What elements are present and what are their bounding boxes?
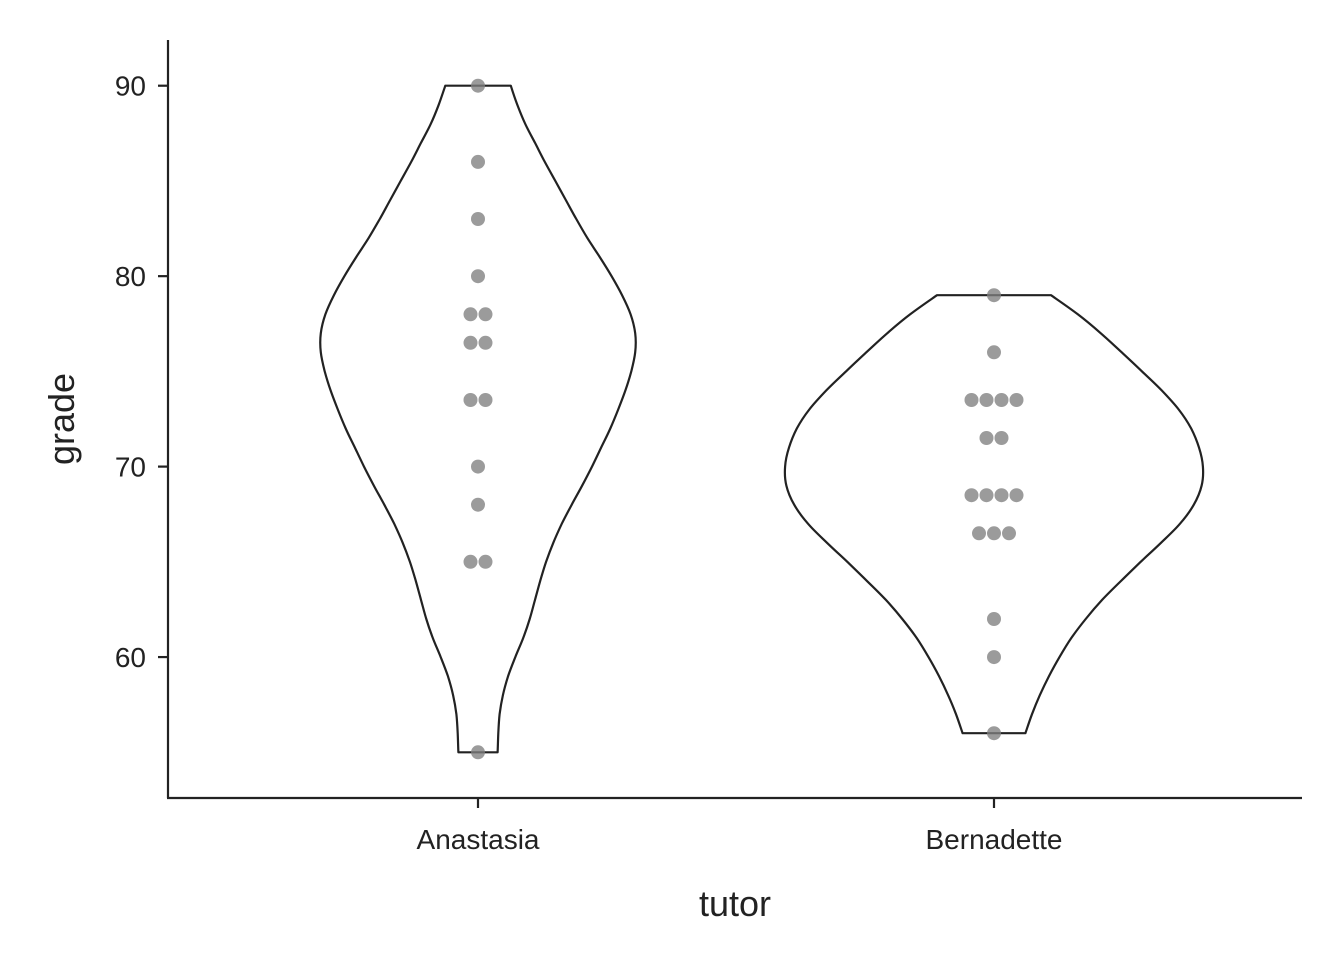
x-axis: Anastasia Bernadette	[167, 796, 1302, 855]
data-point-bernadette-4	[987, 526, 1001, 541]
violins	[319, 84, 1205, 754]
data-point-bernadette-1	[987, 650, 1001, 665]
violin-anastasia	[319, 84, 637, 754]
data-point-anastasia-14	[471, 78, 485, 93]
data-point-anastasia-7	[463, 335, 478, 350]
x-axis-title: tutor	[699, 883, 771, 924]
data-point-bernadette-7	[979, 488, 994, 503]
x-tick-label-bernadette: Bernadette	[926, 824, 1063, 855]
y-ticks: 60 70 80 90	[115, 71, 168, 673]
x-tick-label-anastasia: Anastasia	[417, 824, 540, 855]
y-tick-label-80: 80	[115, 261, 146, 292]
data-points	[463, 78, 1024, 760]
data-point-bernadette-13	[979, 393, 994, 407]
data-point-bernadette-2	[987, 612, 1001, 626]
data-point-bernadette-8	[994, 488, 1009, 503]
data-point-bernadette-3	[972, 526, 986, 541]
data-point-bernadette-6	[964, 488, 979, 503]
data-point-anastasia-13	[471, 154, 485, 169]
y-tick-label-90: 90	[115, 71, 146, 102]
data-point-bernadette-14	[994, 393, 1009, 407]
data-point-anastasia-2	[478, 554, 493, 569]
data-point-anastasia-12	[471, 212, 485, 226]
data-point-anastasia-3	[471, 497, 485, 512]
data-point-bernadette-5	[1002, 526, 1016, 541]
y-axis-title: grade	[41, 373, 82, 465]
violin-bernadette	[783, 294, 1205, 735]
data-point-bernadette-10	[979, 431, 994, 445]
x-ticks: Anastasia Bernadette	[417, 798, 1063, 855]
data-point-anastasia-10	[478, 307, 493, 322]
data-point-bernadette-17	[987, 288, 1001, 303]
y-tick-label-60: 60	[115, 642, 146, 673]
data-point-anastasia-1	[463, 554, 478, 569]
data-point-anastasia-4	[471, 459, 485, 474]
data-point-bernadette-15	[1009, 393, 1024, 407]
data-point-anastasia-6	[478, 393, 493, 407]
data-point-anastasia-11	[471, 269, 485, 284]
data-point-bernadette-11	[994, 431, 1009, 445]
data-point-anastasia-5	[463, 393, 478, 407]
y-axis: 60 70 80 90	[115, 40, 170, 798]
data-point-bernadette-9	[1009, 488, 1024, 503]
data-point-anastasia-8	[478, 335, 493, 350]
data-point-bernadette-16	[987, 345, 1001, 360]
data-point-bernadette-0	[987, 726, 1001, 741]
data-point-bernadette-12	[964, 393, 979, 407]
data-point-anastasia-9	[463, 307, 478, 322]
y-tick-label-70: 70	[115, 452, 146, 483]
data-point-anastasia-0	[471, 745, 485, 760]
